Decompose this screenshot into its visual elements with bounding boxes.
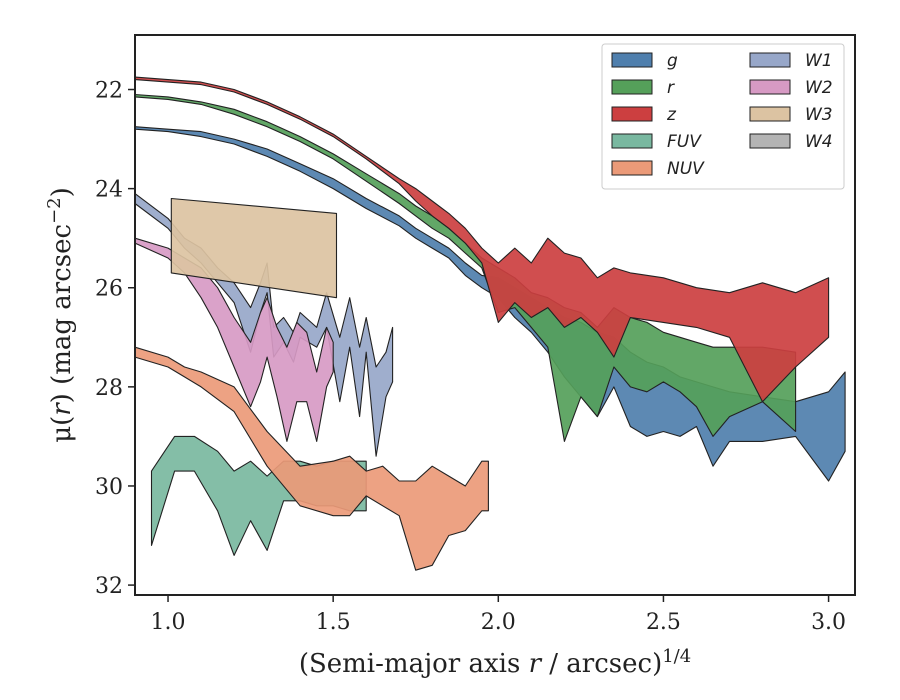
band-w3 xyxy=(170,197,338,299)
band-w2 xyxy=(134,237,334,442)
band-g xyxy=(134,126,846,482)
legend-label-w1: W1 xyxy=(805,51,833,71)
band-z xyxy=(134,76,830,403)
y-axis-label: μ(r) (mag arcsec−2) xyxy=(44,187,77,443)
x-tick-label: 1.5 xyxy=(316,610,351,635)
x-tick-label: 2.0 xyxy=(481,610,516,635)
legend-swatch-r xyxy=(611,79,653,95)
band-nuv xyxy=(134,346,489,571)
plot-frame xyxy=(134,34,856,596)
legend-label-w3: W3 xyxy=(805,105,833,125)
series-layer xyxy=(134,76,846,571)
legend-label-w2: W2 xyxy=(805,78,833,98)
legend-swatch-g xyxy=(611,52,653,68)
y-tick-label: 26 xyxy=(95,277,123,302)
x-tick-label: 3.0 xyxy=(811,610,846,635)
legend-label-fuv: FUV xyxy=(667,132,702,152)
y-tick-label: 30 xyxy=(95,475,123,500)
legend-swatch-fuv xyxy=(611,133,653,149)
legend-swatch-w3 xyxy=(749,106,791,122)
legend-label-z: z xyxy=(666,105,677,125)
legend-swatch-nuv xyxy=(611,160,653,176)
legend-label-nuv: NUV xyxy=(667,159,705,179)
legend-label-w4: W4 xyxy=(805,132,833,152)
legend-swatch-z xyxy=(611,106,653,122)
y-axis: 22 24 26 28 30 32 xyxy=(95,79,135,599)
legend-swatch-w4 xyxy=(749,133,791,149)
legend: grz FUV NUV W1 W2 W3 W4 xyxy=(601,43,845,190)
x-tick-label: 2.5 xyxy=(646,610,681,635)
y-tick-label: 28 xyxy=(95,376,123,401)
x-axis: 1.0 1.5 2.0 2.5 3.0 xyxy=(151,595,846,635)
legend-label-g: g xyxy=(667,51,678,71)
y-tick-label: 32 xyxy=(95,574,123,599)
y-tick-label: 22 xyxy=(95,79,123,104)
x-tick-label: 1.0 xyxy=(151,610,186,635)
legend-label-r: r xyxy=(667,78,675,98)
y-tick-label: 24 xyxy=(95,178,123,203)
legend-swatch-w2 xyxy=(749,79,791,95)
legend-swatch-w1 xyxy=(749,52,791,68)
x-axis-label: (Semi-major axis r / arcsec)1/4 xyxy=(299,646,691,679)
